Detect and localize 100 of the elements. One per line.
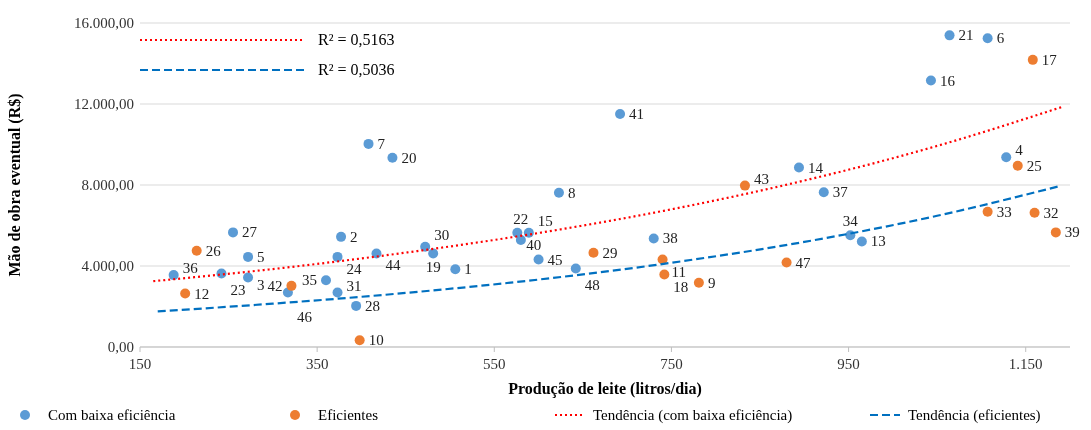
annotation: 21 bbox=[958, 27, 974, 44]
point bbox=[332, 251, 343, 262]
point bbox=[515, 235, 526, 246]
point bbox=[818, 187, 829, 198]
annotation: 36 bbox=[182, 260, 199, 277]
y-tick-label: 8.000,00 bbox=[81, 177, 134, 193]
line-series bbox=[156, 185, 1059, 313]
annotation: 44 bbox=[385, 257, 401, 274]
annotation: 6 bbox=[996, 30, 1005, 47]
x-tick-label: 350 bbox=[305, 356, 329, 372]
annotation: 18 bbox=[673, 278, 689, 295]
annotation: 9 bbox=[707, 274, 716, 291]
annotation: 42 bbox=[267, 277, 283, 294]
annotation: 26 bbox=[205, 242, 222, 259]
legend-label: Eficientes bbox=[318, 407, 379, 423]
point bbox=[243, 272, 254, 283]
point bbox=[739, 180, 750, 191]
annotation: 28 bbox=[365, 297, 381, 314]
annotation: 10 bbox=[368, 332, 384, 349]
point bbox=[648, 233, 659, 244]
point bbox=[1001, 152, 1012, 163]
point bbox=[336, 231, 347, 242]
annotation: 4 bbox=[1015, 142, 1024, 159]
annotation: 13 bbox=[870, 233, 886, 250]
legend-label: Tendência (eficientes) bbox=[908, 407, 1041, 424]
annotation: R² = 0,5036 bbox=[318, 61, 395, 78]
point bbox=[944, 30, 955, 41]
point bbox=[332, 287, 343, 298]
annotation: 5 bbox=[257, 248, 265, 265]
point bbox=[553, 187, 564, 198]
annotation: 32 bbox=[1043, 204, 1059, 221]
point bbox=[793, 162, 804, 173]
annotation: 11 bbox=[671, 263, 687, 280]
annotation: 22 bbox=[513, 211, 529, 228]
annotation: 47 bbox=[795, 254, 812, 271]
point bbox=[982, 206, 993, 217]
annotation: 41 bbox=[629, 105, 645, 122]
point bbox=[781, 257, 792, 268]
point bbox=[856, 236, 867, 247]
x-tick-label: 750 bbox=[660, 356, 683, 372]
x-tick-label: 950 bbox=[837, 356, 860, 372]
annotation: 16 bbox=[939, 72, 956, 89]
annotation: 1 bbox=[464, 261, 472, 278]
point bbox=[615, 108, 626, 119]
point bbox=[693, 277, 704, 288]
annotation: 20 bbox=[401, 149, 417, 166]
point bbox=[533, 254, 544, 265]
annotation: 30 bbox=[434, 226, 450, 243]
point bbox=[321, 275, 331, 286]
x-tick-label: 150 bbox=[128, 356, 152, 372]
point bbox=[420, 241, 431, 252]
annotation: 34 bbox=[842, 213, 859, 230]
annotation: 7 bbox=[377, 135, 386, 152]
annotation: 35 bbox=[302, 272, 317, 289]
point bbox=[659, 269, 670, 280]
annotation: 46 bbox=[296, 308, 313, 325]
annotation: 17 bbox=[1041, 51, 1058, 68]
y-axis-title: Mão de obra eventual (R$) bbox=[6, 93, 24, 277]
point bbox=[428, 248, 439, 259]
point bbox=[588, 247, 599, 258]
point bbox=[982, 33, 993, 44]
annotation: 15 bbox=[537, 212, 553, 229]
y-tick-label: 0,00 bbox=[107, 339, 134, 355]
point bbox=[180, 288, 191, 299]
annotation: 31 bbox=[346, 277, 362, 294]
point bbox=[387, 152, 398, 163]
annotation: 39 bbox=[1064, 224, 1080, 241]
point bbox=[570, 263, 581, 274]
point bbox=[450, 264, 461, 275]
point bbox=[1050, 227, 1061, 238]
x-axis-title: Produção de leite (litros/dia) bbox=[508, 380, 702, 398]
point bbox=[1029, 207, 1040, 218]
annotation: 19 bbox=[425, 259, 441, 276]
point bbox=[1027, 54, 1038, 65]
x-tick-label: 550 bbox=[483, 356, 506, 372]
annotation: 12 bbox=[194, 285, 210, 302]
point bbox=[243, 251, 254, 262]
legend-label: Com baixa eficiência bbox=[48, 407, 176, 423]
y-tick-label: 16.000,00 bbox=[74, 15, 134, 31]
annotation: R² = 0,5163 bbox=[318, 31, 395, 48]
y-tick-label: 4.000,00 bbox=[81, 258, 134, 274]
point bbox=[354, 335, 365, 346]
point bbox=[168, 270, 179, 281]
annotation: 48 bbox=[584, 277, 600, 294]
y-tick-label: 12.000,00 bbox=[74, 96, 134, 112]
point bbox=[286, 280, 297, 291]
point bbox=[351, 300, 362, 311]
annotation: 3 bbox=[257, 276, 265, 293]
point bbox=[363, 138, 374, 149]
annotation: 2 bbox=[350, 228, 358, 245]
annotation: 23 bbox=[230, 282, 246, 299]
annotation: 8 bbox=[567, 184, 576, 201]
annotation: 14 bbox=[807, 159, 824, 176]
legend-label: Tendência (com baixa eficiência) bbox=[593, 407, 793, 424]
annotation: 38 bbox=[662, 230, 678, 247]
x-tick-label: 1.150 bbox=[1008, 356, 1043, 372]
annotation: 45 bbox=[547, 251, 563, 268]
annotation: 24 bbox=[346, 260, 363, 277]
annotation: 33 bbox=[996, 203, 1012, 220]
annotation: 29 bbox=[602, 244, 618, 261]
